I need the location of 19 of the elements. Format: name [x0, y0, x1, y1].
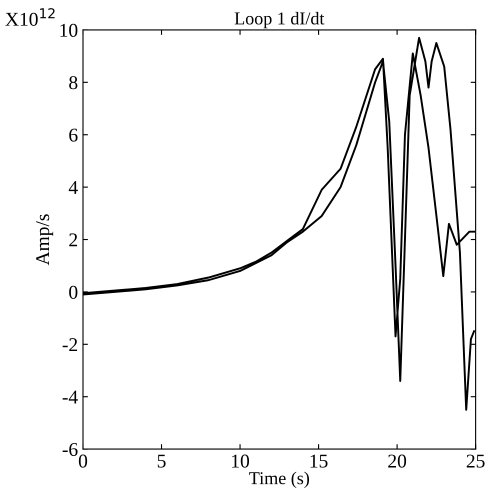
x-tick-label: 15	[310, 454, 328, 468]
y-axis-title: Amp/s	[36, 214, 54, 266]
text: X10$^{12}$	[5, 8, 55, 26]
x-tick-label: 20	[388, 454, 406, 468]
x-tick-label: 0	[78, 454, 88, 468]
x-tick-label: 5	[158, 454, 166, 468]
y-tick-label: -2	[62, 338, 78, 352]
chart-title: Loop 1 dI/dt	[234, 12, 324, 28]
y-tick-label: -6	[62, 442, 78, 456]
x-tick-label: 25	[466, 454, 485, 468]
y-tick-label: 0	[69, 286, 78, 299]
x-tick-label: 10	[232, 454, 250, 468]
y-tick-label: -4	[62, 390, 78, 404]
x-axis-title: Time (s)	[249, 472, 310, 488]
y-tick-label: 2	[69, 233, 78, 246]
y-tick-label: 4	[68, 181, 78, 194]
y-tick-label: 10	[60, 24, 78, 37]
y-tick-label: 6	[69, 128, 78, 142]
y-tick-label: 8	[69, 76, 78, 90]
